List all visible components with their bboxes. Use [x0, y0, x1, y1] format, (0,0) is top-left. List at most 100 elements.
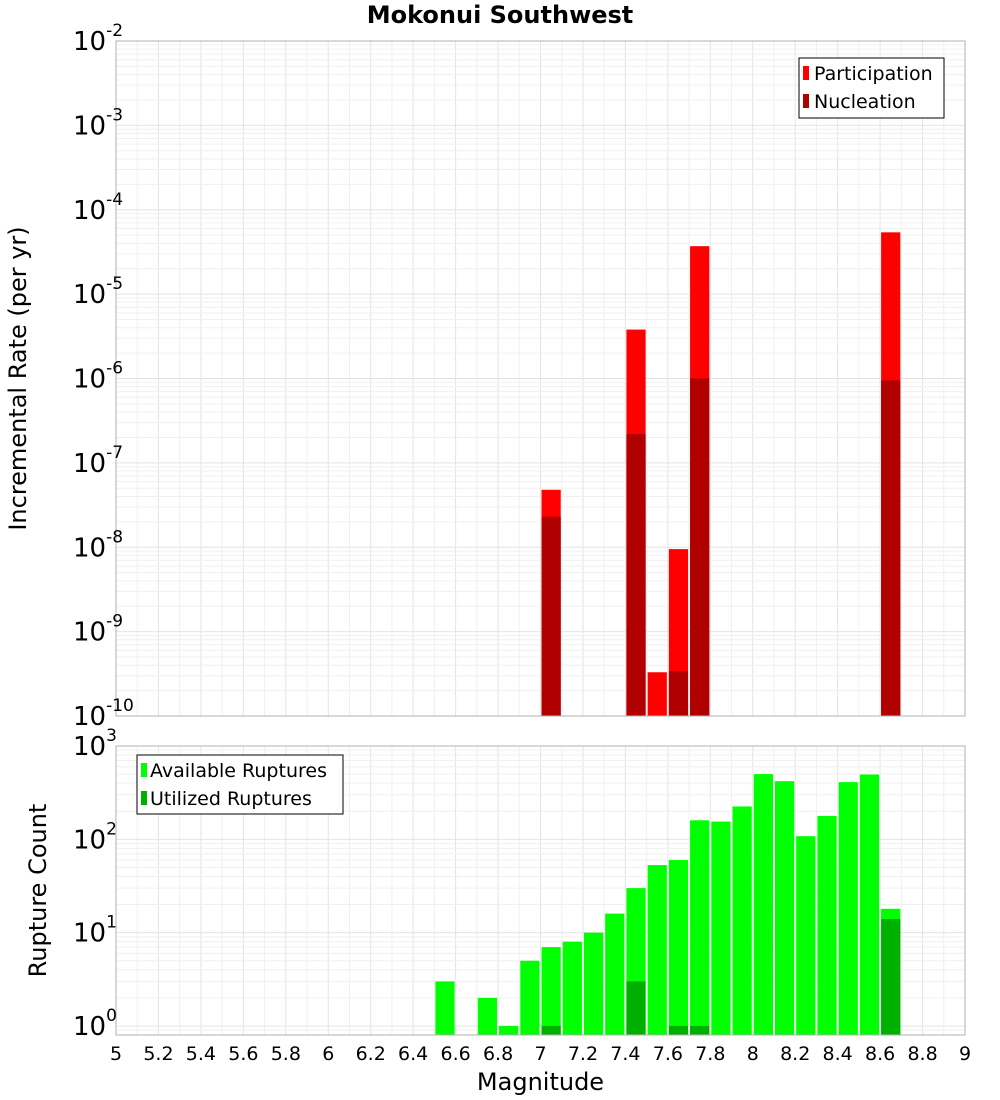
x-tick-label: 7.6 [653, 1043, 683, 1065]
y-tick-base: 10 [73, 732, 106, 762]
nucleation-bar [626, 433, 646, 716]
x-tick-label: 8.8 [907, 1043, 937, 1065]
x-tick-label: 7 [534, 1043, 546, 1065]
y-tick-exponent: 0 [106, 1006, 117, 1026]
incremental-rate-panel: 10-210-310-410-510-610-710-810-910-10 In… [4, 21, 966, 732]
nucleation-bar [881, 380, 901, 716]
x-tick-label: 8.4 [823, 1043, 853, 1065]
utilized-ruptures-bar [541, 1025, 561, 1035]
y-tick-base: 10 [73, 196, 106, 226]
y-tick-base: 10 [73, 825, 106, 855]
utilized-ruptures-bar [668, 1025, 689, 1035]
top-bars [541, 232, 901, 716]
y-tick-label: 100 [73, 1006, 117, 1042]
y-tick-label: 10-5 [73, 274, 123, 310]
available-ruptures-bar [838, 782, 858, 1035]
x-tick-label: 8.2 [780, 1043, 810, 1065]
y-tick-exponent: -7 [106, 443, 123, 463]
legend-utilized-label: Utilized Ruptures [150, 788, 312, 810]
nucleation-bar [668, 671, 689, 716]
x-tick-label: 6.6 [440, 1043, 470, 1065]
x-tick-label: 7.8 [695, 1043, 725, 1065]
x-tick-label: 5.2 [143, 1043, 173, 1065]
y-tick-exponent: -4 [106, 190, 123, 210]
available-ruptures-bar [435, 981, 455, 1035]
x-tick-labels: 5 5.2 5.4 5.6 5.8 6 6.2 6.4 6.6 6.8 7 7.2 7.4 7.6 7.8 8… [110, 1043, 971, 1065]
nucleation-bar [541, 516, 561, 716]
y-tick-exponent: 3 [106, 726, 117, 746]
top-gridlines [115, 40, 966, 717]
y-tick-exponent: -3 [106, 105, 123, 125]
bottom-bars [435, 774, 901, 1035]
available-ruptures-bar [774, 781, 795, 1035]
x-tick-label: 6.2 [356, 1043, 386, 1065]
bottom-legend: Available Ruptures Utilized Ruptures [136, 754, 344, 815]
x-tick-label: 5 [110, 1043, 122, 1065]
y-tick-base: 10 [73, 111, 106, 141]
y-tick-exponent: -5 [106, 274, 123, 294]
available-ruptures-bar [796, 836, 816, 1035]
y-tick-label: 103 [73, 726, 117, 762]
x-tick-label: 7.2 [568, 1043, 598, 1065]
available-ruptures-bar [753, 774, 773, 1035]
bottom-plot-frame [115, 745, 966, 1036]
utilized-ruptures-bar [626, 981, 646, 1035]
legend-utilized-swatch [141, 791, 147, 805]
available-ruptures-bar [499, 1025, 519, 1035]
available-ruptures-bar [668, 860, 689, 1035]
top-legend: Participation Nucleation [798, 57, 945, 119]
y-tick-exponent: 1 [106, 913, 117, 933]
y-tick-label: 10-7 [73, 443, 123, 479]
y-tick-exponent: -6 [106, 359, 123, 379]
legend-nucleation-label: Nucleation [814, 91, 916, 113]
available-ruptures-bar [541, 947, 561, 1035]
available-ruptures-bar [562, 941, 582, 1035]
y-tick-base: 10 [73, 280, 106, 310]
x-tick-label: 8 [747, 1043, 759, 1065]
legend-nucleation-swatch [803, 94, 809, 108]
y-tick-base: 10 [73, 702, 106, 732]
bottom-legend-box [136, 754, 344, 815]
y-tick-label: 10-2 [73, 21, 123, 57]
top-y-tick-labels: 10-210-310-410-510-610-710-810-910-10 [73, 21, 134, 732]
top-plot-frame [115, 40, 966, 717]
y-tick-exponent: -8 [106, 527, 123, 547]
bottom-y-axis-label: Rupture Count [24, 804, 52, 978]
x-tick-label: 9 [959, 1043, 971, 1065]
x-tick-label: 5.4 [186, 1043, 216, 1065]
y-tick-exponent: -9 [106, 612, 123, 632]
y-tick-label: 10-3 [73, 105, 123, 141]
y-tick-exponent: -2 [106, 21, 123, 41]
y-tick-label: 102 [73, 819, 117, 855]
x-tick-label: 6.8 [483, 1043, 513, 1065]
legend-available-swatch [141, 763, 147, 777]
y-tick-base: 10 [73, 1012, 106, 1042]
y-tick-label: 10-10 [73, 696, 134, 732]
y-tick-label: 101 [73, 913, 117, 949]
x-axis-label: Magnitude [477, 1068, 604, 1096]
available-ruptures-bar [583, 932, 604, 1035]
available-ruptures-bar [477, 997, 498, 1035]
y-tick-base: 10 [73, 919, 106, 949]
y-tick-label: 10-6 [73, 359, 123, 395]
x-tick-label: 8.6 [865, 1043, 895, 1065]
y-tick-base: 10 [73, 449, 106, 479]
utilized-ruptures-bar [881, 919, 901, 1035]
available-ruptures-bar [859, 774, 880, 1035]
top-y-axis-label: Incremental Rate (per yr) [4, 226, 32, 530]
y-tick-exponent: 2 [106, 819, 117, 839]
utilized-ruptures-bar [690, 1025, 710, 1035]
top-legend-box [798, 57, 945, 119]
legend-available-label: Available Ruptures [150, 760, 327, 782]
x-tick-label: 6 [322, 1043, 334, 1065]
chart-title: Mokonui Southwest [367, 1, 634, 29]
available-ruptures-bar [690, 820, 710, 1035]
x-tick-label: 6.4 [398, 1043, 428, 1065]
available-ruptures-bar [605, 913, 625, 1035]
y-tick-label: 10-4 [73, 190, 123, 226]
y-tick-label: 10-9 [73, 612, 123, 648]
y-tick-base: 10 [73, 618, 106, 648]
